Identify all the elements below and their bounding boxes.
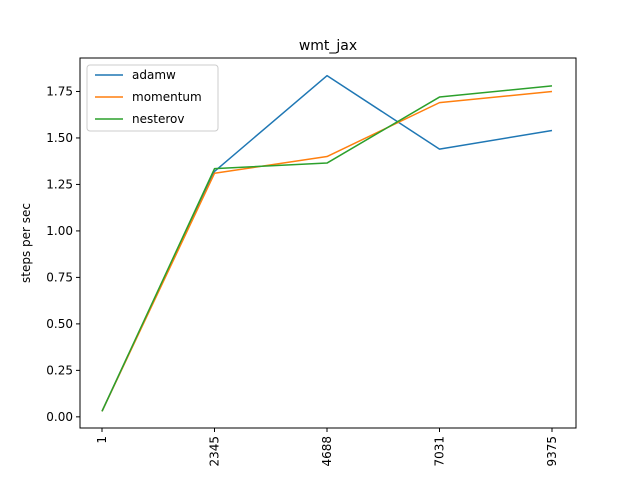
x-tick-label: 4688 [320, 436, 334, 467]
x-tick-label: 1 [95, 436, 109, 444]
y-tick-label: 0.00 [46, 410, 73, 424]
series-line-nesterov [101, 85, 553, 412]
x-axis-ticks: 1 2345 4688 7031 9375 [95, 428, 559, 467]
series-lines [101, 74, 553, 412]
y-tick-label: 1.00 [46, 224, 73, 238]
y-tick-label: 1.75 [46, 84, 73, 98]
y-tick-label: 1.50 [46, 131, 73, 145]
legend-label-momentum: momentum [132, 90, 202, 104]
legend-label-adamw: adamw [132, 68, 176, 82]
y-tick-label: 0.75 [46, 270, 73, 284]
y-axis-label: steps per sec [19, 203, 33, 283]
legend: adamw momentum nesterov [86, 64, 219, 132]
x-tick-label: 9375 [545, 436, 559, 467]
legend-label-nesterov: nesterov [132, 112, 184, 126]
legend-box [86, 64, 219, 132]
y-tick-label: 0.50 [46, 317, 73, 331]
x-tick-label: 7031 [433, 436, 447, 467]
y-axis-ticks: 0.00 0.25 0.50 0.75 1.00 1.25 1.50 1.75 [46, 84, 80, 424]
y-tick-label: 1.25 [46, 177, 73, 191]
x-tick-label: 2345 [208, 436, 222, 467]
series-line-momentum [101, 90, 553, 412]
y-tick-label: 0.25 [46, 363, 73, 377]
plot-area-frame [79, 57, 577, 429]
chart-title: wmt_jax [299, 38, 357, 54]
